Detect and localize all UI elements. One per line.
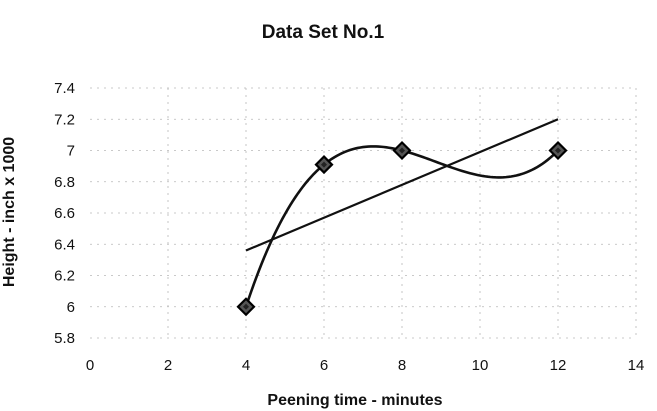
x-tick-label: 2 [164,357,172,374]
polynomial-trendline [244,145,559,308]
grid [90,87,637,339]
data-point-marker-center [321,161,327,168]
x-axis-ticks: 0 2 4 6 8 10 12 14 [86,357,645,374]
y-tick-label: 6.4 [54,236,75,253]
y-tick-label: 6.6 [54,205,75,222]
data-point-marker-center [555,147,561,154]
x-axis-title: Peening time - minutes [267,392,442,409]
x-tick-label: 8 [398,357,406,374]
y-tick-label: 7.4 [54,80,75,97]
x-tick-label: 0 [86,357,94,374]
chart-title: Data Set No.1 [262,22,385,43]
x-tick-label: 6 [320,357,328,374]
x-tick-label: 4 [242,357,250,374]
data-point-marker-center [399,147,405,154]
linear-trendline [245,118,559,252]
y-tick-label: 7 [67,143,75,160]
data-points [236,140,568,317]
y-tick-label: 6 [67,299,75,316]
y-tick-label: 6.8 [54,174,75,191]
x-tick-label: 14 [628,357,645,374]
x-tick-label: 12 [550,357,567,374]
x-tick-label: 10 [472,357,489,374]
y-tick-label: 6.2 [54,268,75,285]
y-tick-label: 5.8 [54,330,75,347]
y-axis-ticks: 5.8 6 6.2 6.4 6.6 6.8 7 7.2 7.4 [54,80,75,347]
y-axis-title: Height - inch x 1000 [1,137,18,287]
data-point-marker-center [243,303,249,310]
y-tick-label: 7.2 [54,111,75,128]
